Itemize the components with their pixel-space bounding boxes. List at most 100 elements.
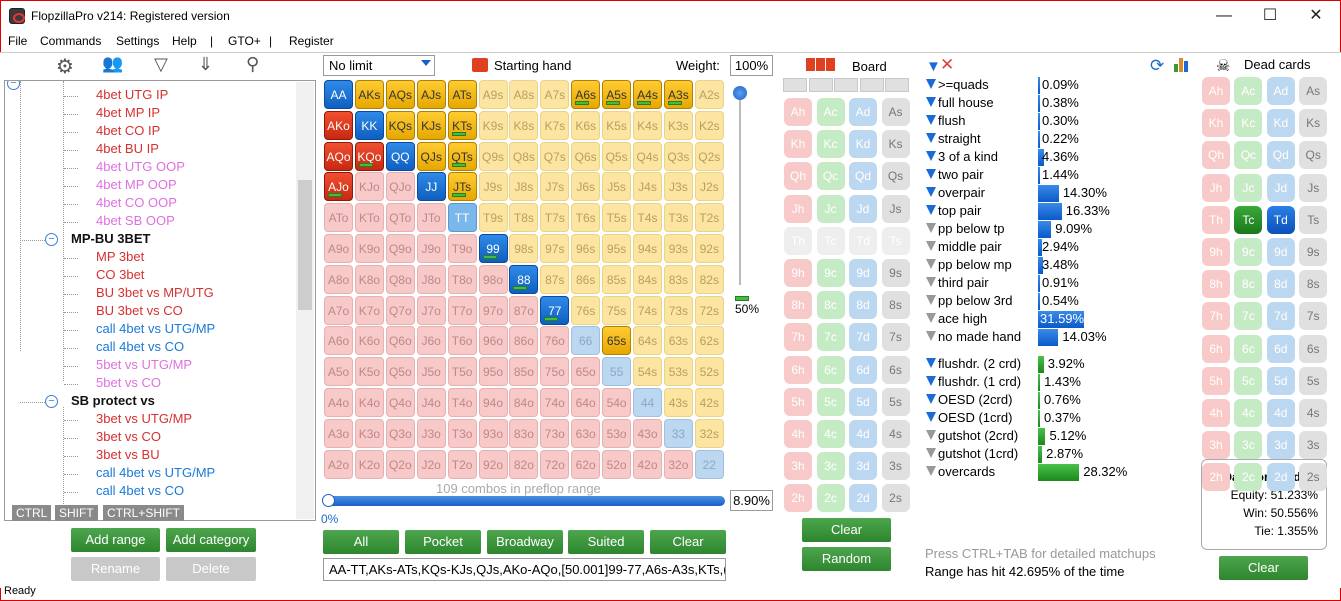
- tree-collapse-icon[interactable]: −: [7, 81, 20, 90]
- hand-cell[interactable]: A6o: [324, 326, 353, 356]
- random-board-button[interactable]: Random: [802, 547, 891, 571]
- menu-file[interactable]: File: [8, 34, 28, 48]
- hand-cell[interactable]: 32s: [694, 418, 724, 448]
- hand-cell[interactable]: 76o: [540, 326, 570, 356]
- hand-cell[interactable]: Q6o: [385, 326, 415, 356]
- board-card[interactable]: Qd: [849, 162, 877, 191]
- hand-cell[interactable]: T5s: [602, 203, 632, 233]
- all-button[interactable]: All: [323, 530, 399, 554]
- filter-add-icon[interactable]: ▽: [154, 54, 168, 74]
- hand-cell[interactable]: 62o: [571, 449, 601, 479]
- board-card[interactable]: Kc: [816, 130, 845, 159]
- hand-cell[interactable]: 65o: [571, 357, 601, 387]
- filter-icon[interactable]: [926, 295, 936, 305]
- hand-cell[interactable]: 99: [478, 234, 508, 263]
- hand-cell[interactable]: K3o: [354, 418, 384, 448]
- hand-cell[interactable]: J4s: [633, 172, 662, 202]
- dead-card[interactable]: Jh: [1202, 173, 1230, 202]
- hand-cell[interactable]: Q3s: [663, 141, 693, 171]
- hand-cell[interactable]: 74s: [633, 295, 662, 325]
- dead-card[interactable]: 6d: [1266, 334, 1295, 363]
- hand-cell[interactable]: A9s: [478, 80, 508, 109]
- hand-cell[interactable]: Q5s: [602, 141, 632, 171]
- hand-cell[interactable]: T6o: [447, 326, 477, 356]
- tree-range-item[interactable]: 4bet MP IP: [96, 105, 161, 120]
- hand-cell[interactable]: A2s: [694, 80, 724, 109]
- tree-category[interactable]: SB protect vs: [71, 393, 155, 408]
- hand-cell[interactable]: K8s: [509, 110, 539, 140]
- dead-card[interactable]: 4h: [1202, 399, 1230, 427]
- board-card[interactable]: Td: [849, 226, 877, 255]
- board-slot[interactable]: [859, 78, 884, 92]
- hand-cell[interactable]: A7s: [540, 80, 570, 109]
- dead-card[interactable]: 2d: [1266, 463, 1295, 492]
- hand-cell[interactable]: 98s: [509, 234, 539, 263]
- clear-dead-button[interactable]: Clear: [1219, 556, 1308, 580]
- hand-cell[interactable]: ATs: [447, 80, 477, 109]
- weight-input[interactable]: 100%: [730, 55, 773, 76]
- dead-card[interactable]: 6s: [1299, 334, 1328, 363]
- filter-icon[interactable]: [926, 466, 936, 476]
- hand-cell[interactable]: AQs: [385, 80, 415, 109]
- hand-cell[interactable]: Q3o: [385, 418, 415, 448]
- hand-cell[interactable]: J4o: [416, 388, 446, 417]
- hand-cell[interactable]: K6o: [354, 326, 384, 356]
- hand-cell[interactable]: T7o: [447, 295, 477, 325]
- tree-scroll-thumb[interactable]: [298, 180, 312, 310]
- pocket-button[interactable]: Pocket: [405, 530, 481, 554]
- board-card[interactable]: 8d: [849, 291, 877, 320]
- hand-cell[interactable]: A2o: [324, 449, 353, 479]
- hand-cell[interactable]: 73o: [540, 418, 570, 448]
- filter-icon[interactable]: [926, 376, 936, 386]
- dead-card[interactable]: 7d: [1266, 302, 1295, 331]
- dead-card[interactable]: 2c: [1234, 463, 1263, 492]
- hand-cell[interactable]: 98o: [478, 264, 508, 294]
- hand-cell[interactable]: Q4s: [633, 141, 662, 171]
- hand-cell[interactable]: Q2o: [385, 449, 415, 479]
- hand-cell[interactable]: A6s: [571, 80, 601, 109]
- board-card[interactable]: 6h: [784, 355, 812, 384]
- filter-icon[interactable]: [926, 205, 936, 215]
- dead-card[interactable]: Qs: [1299, 141, 1328, 170]
- hand-cell[interactable]: 64o: [571, 388, 601, 417]
- hand-cell[interactable]: KTs: [447, 110, 477, 140]
- board-card[interactable]: 8s: [881, 291, 910, 320]
- tree-range-item[interactable]: 4bet SB OOP: [96, 213, 175, 228]
- board-card[interactable]: 2d: [849, 484, 877, 513]
- board-card[interactable]: 4c: [816, 420, 845, 448]
- filter-icon[interactable]: ▼: [926, 58, 941, 75]
- dead-card[interactable]: 2h: [1202, 463, 1230, 492]
- board-card[interactable]: Qc: [816, 162, 845, 191]
- board-card[interactable]: Kh: [784, 130, 812, 159]
- hand-cell[interactable]: 83o: [509, 418, 539, 448]
- tree-range-item[interactable]: 4bet UTG OOP: [96, 159, 185, 174]
- board-card[interactable]: 3d: [849, 452, 877, 481]
- limit-select[interactable]: No limit: [323, 55, 435, 76]
- hand-cell[interactable]: 65s: [602, 326, 632, 356]
- tree-range-item[interactable]: 3bet vs CO: [96, 429, 162, 444]
- hand-cell[interactable]: T6s: [571, 203, 601, 233]
- board-card[interactable]: Jc: [816, 194, 845, 223]
- board-card[interactable]: 7h: [784, 323, 812, 352]
- hand-cell[interactable]: A7o: [324, 295, 353, 325]
- hand-cell[interactable]: QQ: [385, 141, 415, 171]
- tree-range-item[interactable]: 5bet vs UTG/MP: [96, 357, 193, 372]
- hand-cell[interactable]: 63o: [571, 418, 601, 448]
- hand-cell[interactable]: 92s: [694, 234, 724, 263]
- hand-cell[interactable]: J6s: [571, 172, 601, 202]
- suited-button[interactable]: Suited: [568, 530, 644, 554]
- hand-cell[interactable]: 93o: [478, 418, 508, 448]
- hand-cell[interactable]: 97s: [540, 234, 570, 263]
- hand-cell[interactable]: 84s: [633, 264, 662, 294]
- hand-cell[interactable]: TT: [447, 203, 477, 233]
- hand-cell[interactable]: QJo: [385, 172, 415, 202]
- tree-range-item[interactable]: MP 3bet: [96, 249, 145, 264]
- hand-cell[interactable]: K6s: [571, 110, 601, 140]
- board-card[interactable]: 7d: [849, 323, 877, 352]
- dead-card[interactable]: 9d: [1266, 238, 1295, 266]
- tree-range-item[interactable]: CO 3bet: [96, 267, 145, 282]
- tree-range-item[interactable]: call 4bet vs UTG/MP: [96, 321, 216, 336]
- hand-cell[interactable]: 93s: [663, 234, 693, 263]
- board-card[interactable]: 9s: [881, 259, 910, 287]
- filter-icon[interactable]: [926, 223, 936, 233]
